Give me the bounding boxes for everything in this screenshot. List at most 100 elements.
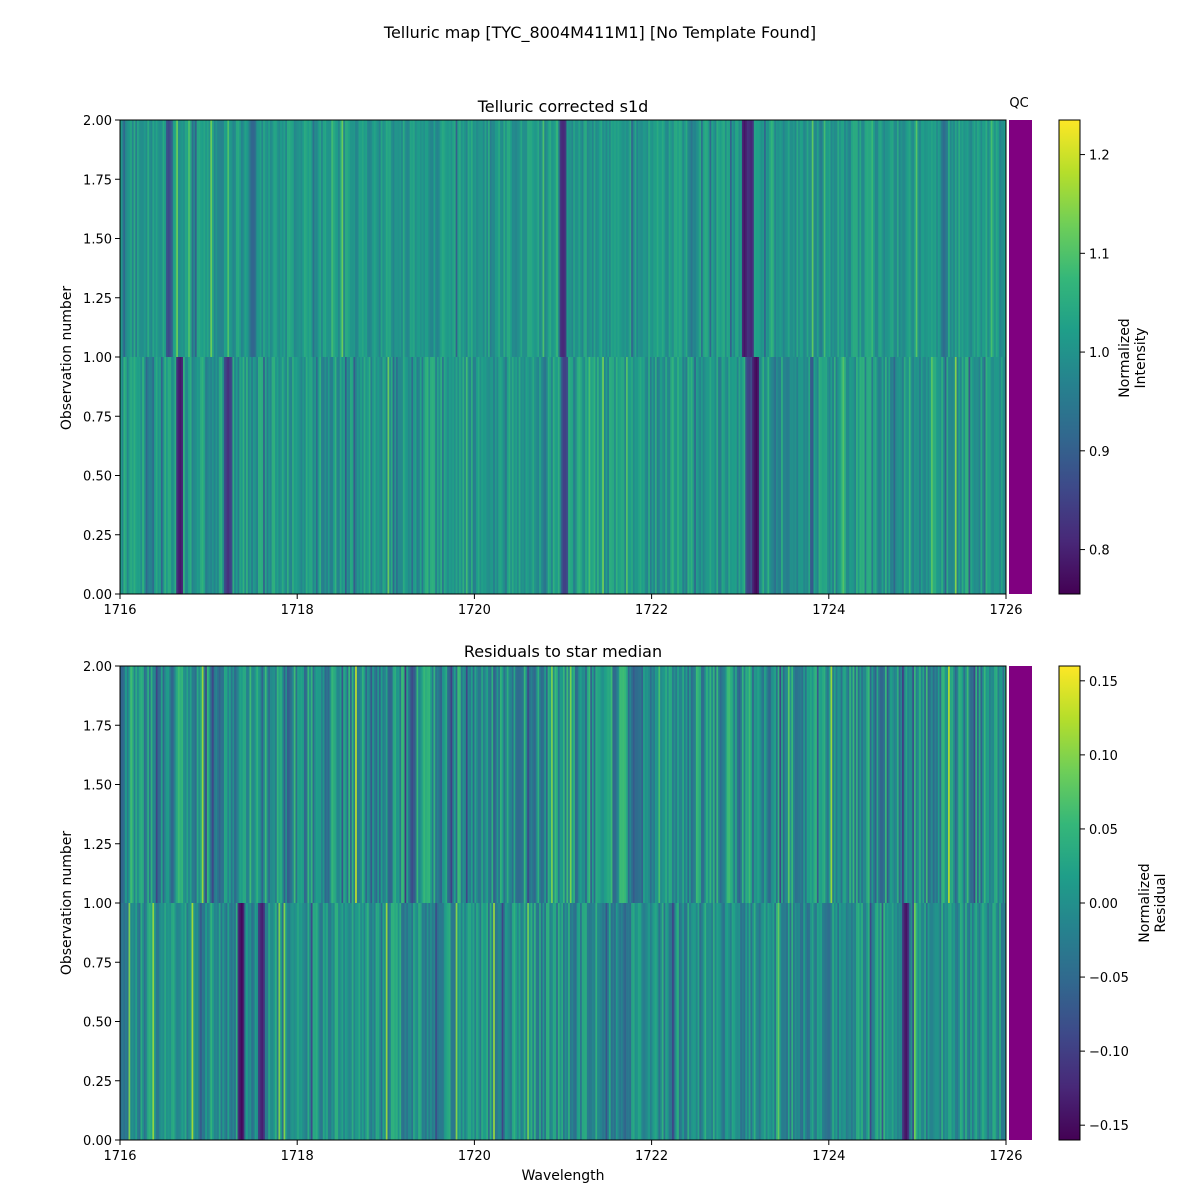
heatmap-cell bbox=[861, 120, 864, 357]
heatmap-cell bbox=[240, 357, 244, 594]
heatmap-cell bbox=[563, 120, 566, 357]
heatmap-cell bbox=[498, 666, 501, 903]
heatmap-cell bbox=[849, 357, 852, 594]
heatmap-cell bbox=[627, 666, 630, 903]
heatmap-cell bbox=[735, 903, 738, 1140]
heatmap-cell bbox=[988, 357, 992, 594]
heatmap-cell bbox=[494, 357, 497, 594]
heatmap-cell bbox=[286, 120, 290, 357]
heatmap-cell bbox=[583, 357, 586, 594]
heatmap-cell bbox=[576, 903, 579, 1140]
heatmap-cell bbox=[569, 120, 572, 357]
heatmap-cell bbox=[402, 903, 405, 1140]
heatmap-cell bbox=[537, 120, 540, 357]
heatmap-cell bbox=[963, 903, 966, 1140]
heatmap-cell bbox=[913, 120, 917, 357]
heatmap-cell bbox=[273, 666, 276, 903]
heatmap-cell bbox=[181, 357, 184, 594]
heatmap-cell bbox=[564, 120, 567, 357]
heatmap-cell bbox=[573, 120, 576, 357]
heatmap-cell bbox=[358, 666, 361, 903]
heatmap-cell bbox=[913, 903, 917, 1140]
heatmap-cell bbox=[317, 903, 320, 1140]
heatmap-cell bbox=[624, 120, 627, 357]
heatmap-cell bbox=[927, 120, 930, 357]
heatmap-cell bbox=[413, 903, 416, 1140]
heatmap-cell bbox=[718, 903, 721, 1140]
heatmap-cell bbox=[305, 903, 308, 1140]
heatmap-cell bbox=[716, 120, 719, 357]
heatmap-cell bbox=[121, 666, 124, 903]
heatmap-cell bbox=[312, 357, 315, 594]
heatmap-cell bbox=[891, 903, 894, 1140]
heatmap-cell bbox=[563, 903, 566, 1140]
heatmap-cell bbox=[961, 666, 964, 903]
heatmap-cell bbox=[929, 357, 932, 594]
heatmap-cell bbox=[683, 666, 687, 903]
heatmap-cell bbox=[619, 357, 622, 594]
heatmap-cell bbox=[634, 666, 637, 903]
heatmap-cell bbox=[472, 903, 475, 1140]
heatmap-cell bbox=[172, 357, 175, 594]
heatmap-cell bbox=[416, 120, 419, 357]
heatmap-cell bbox=[835, 903, 838, 1140]
heatmap-cell bbox=[513, 357, 516, 594]
heatmap-cell bbox=[615, 666, 618, 903]
heatmap-cell bbox=[419, 120, 422, 357]
heatmap-cell bbox=[990, 903, 993, 1140]
heatmap-cell bbox=[344, 903, 348, 1140]
heatmap-cell bbox=[772, 120, 775, 357]
heatmap-cell bbox=[845, 903, 848, 1140]
heatmap-cell bbox=[179, 357, 182, 594]
heatmap-cell bbox=[605, 357, 608, 594]
heatmap-cell bbox=[150, 903, 153, 1140]
heatmap-cell bbox=[862, 120, 865, 357]
heatmap-cell bbox=[515, 903, 518, 1140]
heatmap-cell bbox=[568, 357, 571, 594]
heatmap-cell bbox=[968, 357, 971, 594]
heatmap-cell bbox=[723, 903, 726, 1140]
heatmap-cell bbox=[511, 120, 514, 357]
heatmap-cell bbox=[718, 666, 721, 903]
heatmap-cell bbox=[513, 666, 516, 903]
heatmap-cell bbox=[135, 903, 138, 1140]
heatmap-cell bbox=[545, 120, 549, 357]
heatmap-cell bbox=[948, 666, 951, 903]
heatmap-cell bbox=[198, 357, 201, 594]
heatmap-cell bbox=[677, 666, 680, 903]
heatmap-cell bbox=[203, 120, 206, 357]
heatmap-cell bbox=[557, 666, 560, 903]
heatmap-cell bbox=[682, 120, 685, 357]
heatmap-cell bbox=[217, 666, 220, 903]
heatmap-cell bbox=[728, 120, 731, 357]
heatmap-cell bbox=[447, 903, 450, 1140]
heatmap-cell bbox=[126, 666, 129, 903]
heatmap-cell bbox=[401, 903, 404, 1140]
heatmap-cell bbox=[372, 120, 375, 357]
heatmap-cell bbox=[719, 357, 722, 594]
heatmap-cell bbox=[781, 120, 784, 357]
heatmap-cell bbox=[566, 120, 569, 357]
heatmap-cell bbox=[421, 903, 424, 1140]
colorbar-tick-label: 0.8 bbox=[1089, 544, 1110, 559]
heatmap-cell bbox=[459, 357, 462, 594]
heatmap-cell bbox=[222, 666, 225, 903]
heatmap-cell bbox=[793, 903, 796, 1140]
heatmap-cell bbox=[283, 120, 286, 357]
heatmap-cell bbox=[980, 120, 983, 357]
heatmap-cell bbox=[798, 357, 801, 594]
heatmap-cell bbox=[603, 666, 606, 903]
heatmap-cell bbox=[787, 357, 791, 594]
heatmap-cell bbox=[344, 120, 348, 357]
heatmap-cell bbox=[472, 357, 475, 594]
heatmap-cell bbox=[920, 903, 923, 1140]
heatmap-cell bbox=[977, 666, 980, 903]
heatmap-cell bbox=[777, 120, 780, 357]
heatmap-cell bbox=[944, 903, 947, 1140]
heatmap-cell bbox=[932, 903, 935, 1140]
heatmap-cell bbox=[937, 666, 940, 903]
heatmap-cell bbox=[213, 120, 216, 357]
heatmap-cell bbox=[634, 120, 637, 357]
heatmap-cell bbox=[298, 120, 301, 357]
heatmap-cell bbox=[242, 357, 245, 594]
